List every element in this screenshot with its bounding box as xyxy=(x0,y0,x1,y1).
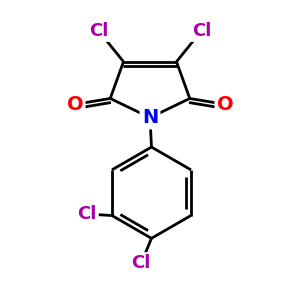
Text: O: O xyxy=(67,95,83,114)
Text: N: N xyxy=(142,108,158,127)
Text: Cl: Cl xyxy=(89,22,108,40)
Text: Cl: Cl xyxy=(192,22,211,40)
Text: Cl: Cl xyxy=(77,205,97,223)
Text: Cl: Cl xyxy=(131,254,151,272)
Text: O: O xyxy=(217,95,233,114)
